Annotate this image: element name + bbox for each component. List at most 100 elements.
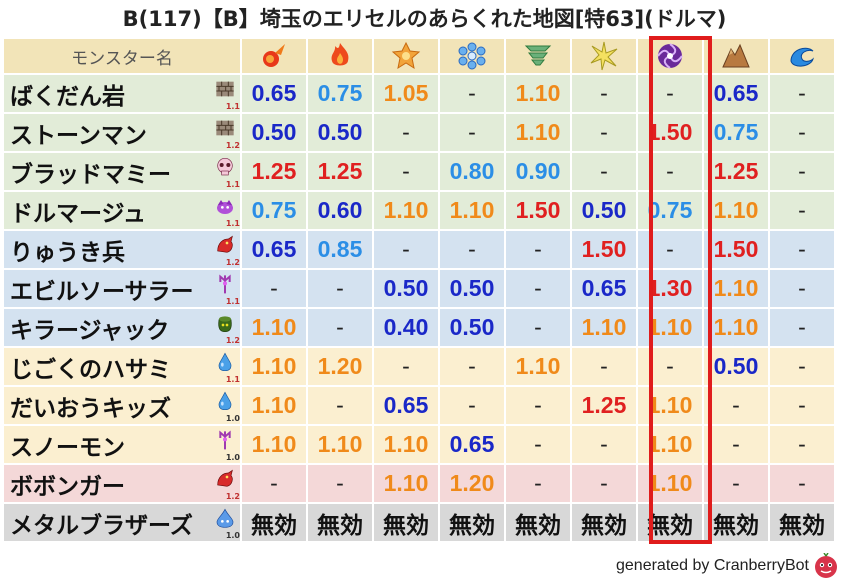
resistance-value: - xyxy=(770,309,834,346)
monster-name: ボボンガー xyxy=(10,473,125,500)
element-header-8 xyxy=(704,39,768,73)
resistance-value: 0.75 xyxy=(242,192,306,229)
resistance-value: - xyxy=(572,75,636,112)
monster-name-header: モンスター名 xyxy=(4,39,240,73)
monster-name-cell: りゅうき兵 1.2 xyxy=(4,231,240,268)
table-row: メタルブラザーズ 1.0 無効 無効 無効 無効 無効 無効 無効 無効 無効 xyxy=(4,504,834,541)
resistance-value: 0.50 xyxy=(572,192,636,229)
earth-icon xyxy=(722,43,750,68)
resistance-value: 0.75 xyxy=(308,75,372,112)
resistance-value: 1.10 xyxy=(506,75,570,112)
resistance-value: 1.10 xyxy=(374,192,438,229)
resistance-value: 1.05 xyxy=(374,75,438,112)
resistance-value: 0.50 xyxy=(374,270,438,307)
table-header-row: モンスター名 xyxy=(4,39,834,73)
resistance-value: 1.10 xyxy=(374,426,438,463)
resistance-value: 1.10 xyxy=(506,114,570,151)
table-row: だいおうキッズ 1.0 1.10-0.65- -1.25 1.10- - xyxy=(4,387,834,424)
resistance-value: 1.50 xyxy=(704,231,768,268)
resistance-value: 1.10 xyxy=(638,387,702,424)
monster-level: 1.0 xyxy=(225,531,240,540)
resistance-value: 0.75 xyxy=(704,114,768,151)
drop-icon xyxy=(218,352,232,372)
brick-icon xyxy=(216,81,234,97)
monster-level: 1.2 xyxy=(225,492,240,501)
resistance-value: - xyxy=(440,231,504,268)
monster-name-cell: ドルマージュ 1.1 xyxy=(4,192,240,229)
resistance-value: - xyxy=(308,309,372,346)
resistance-value: 0.50 xyxy=(308,114,372,151)
resistance-value: - xyxy=(242,270,306,307)
resistance-value: 1.30 xyxy=(638,270,702,307)
element-header-6 xyxy=(572,39,636,73)
metal-slime-icon xyxy=(216,508,234,528)
monster-level: 1.1 xyxy=(225,297,240,306)
element-header-9 xyxy=(770,39,834,73)
resistance-value: 1.10 xyxy=(638,426,702,463)
resistance-value: - xyxy=(572,426,636,463)
cranberry-bot-logo xyxy=(815,553,837,578)
page-title: B(117)【B】埼玉のエリセルのあらくれた地図[特63](ドルマ) xyxy=(122,7,727,31)
monster-name: りゅうき兵 xyxy=(10,239,125,266)
resistance-value: - xyxy=(770,387,834,424)
resistance-value: - xyxy=(572,153,636,190)
table-row: じごくのハサミ 1.1 1.10 1.20- -1.10- -0.50- xyxy=(4,348,834,385)
resistance-value: 1.20 xyxy=(308,348,372,385)
monster-level: 1.1 xyxy=(225,375,240,384)
monster-name: ドルマージュ xyxy=(10,200,146,227)
element-header-1 xyxy=(242,39,306,73)
trident-icon xyxy=(219,430,231,450)
monster-name-cell: キラージャック 1.2 xyxy=(4,309,240,346)
resistance-value: - xyxy=(704,387,768,424)
resistance-value: 1.50 xyxy=(638,114,702,151)
table-row: りゅうき兵 1.2 0.65 0.85- - -1.50-1.50- xyxy=(4,231,834,268)
monster-name-cell: ストーンマン 1.2 xyxy=(4,114,240,151)
resistance-value: - xyxy=(242,465,306,502)
table-row: エビルソーサラー 1.1- -0.50 0.50-0.65 1.30 1.10- xyxy=(4,270,834,307)
monster-level: 1.2 xyxy=(225,258,240,267)
resistance-value: 1.20 xyxy=(440,465,504,502)
monster-name: だいおうキッズ xyxy=(10,395,171,422)
resistance-value: - xyxy=(770,114,834,151)
monster-name-cell: だいおうキッズ 1.0 xyxy=(4,387,240,424)
monster-name-cell: スノーモン 1.0 xyxy=(4,426,240,463)
resistance-value: 無効 xyxy=(308,504,372,541)
monster-name: キラージャック xyxy=(10,317,170,344)
monster-name-cell: メタルブラザーズ 1.0 xyxy=(4,504,240,541)
resistance-value: - xyxy=(506,465,570,502)
resistance-value: 無効 xyxy=(572,504,636,541)
resistance-value: - xyxy=(572,348,636,385)
monster-name: スノーモン xyxy=(10,434,125,461)
resistance-value: 無効 xyxy=(440,504,504,541)
resistance-value: 1.25 xyxy=(704,153,768,190)
resistance-value: - xyxy=(440,75,504,112)
monster-level: 1.0 xyxy=(225,414,240,423)
resistance-value: - xyxy=(440,348,504,385)
resistance-value: - xyxy=(704,426,768,463)
resistance-value: 0.90 xyxy=(506,153,570,190)
resistance-value: - xyxy=(308,270,372,307)
skull-icon xyxy=(217,158,233,176)
light-icon xyxy=(590,41,618,71)
resistance-value: - xyxy=(506,309,570,346)
table-row: ストーンマン 1.2 0.50 0.50- -1.10-1.50 0.75- xyxy=(4,114,834,151)
resistance-value: - xyxy=(374,231,438,268)
monster-name: ブラッドマミー xyxy=(10,161,171,188)
resistance-value: - xyxy=(770,465,834,502)
drop-icon xyxy=(218,391,232,411)
table-row: スノーモン 1.0 1.10 1.10 1.10 0.65- -1.10- - xyxy=(4,426,834,463)
element-header-3 xyxy=(374,39,438,73)
wind-icon xyxy=(524,45,552,66)
resistance-value: - xyxy=(506,270,570,307)
resistance-value: 無効 xyxy=(770,504,834,541)
element-header-2 xyxy=(308,39,372,73)
resistance-value: - xyxy=(638,75,702,112)
resistance-value: - xyxy=(440,387,504,424)
resistance-value: 無効 xyxy=(704,504,768,541)
resistance-value: 0.65 xyxy=(242,75,306,112)
resistance-value: 1.25 xyxy=(572,387,636,424)
table-row: ドルマージュ 1.1 0.75 0.60 1.10 1.10 1.50 0.50 0.75 1.1… xyxy=(4,192,834,229)
resistance-value: - xyxy=(638,153,702,190)
table-row: キラージャック 1.2 1.10-0.40 0.50-1.10 1.10 1.10- xyxy=(4,309,834,346)
resistance-value: 0.80 xyxy=(440,153,504,190)
